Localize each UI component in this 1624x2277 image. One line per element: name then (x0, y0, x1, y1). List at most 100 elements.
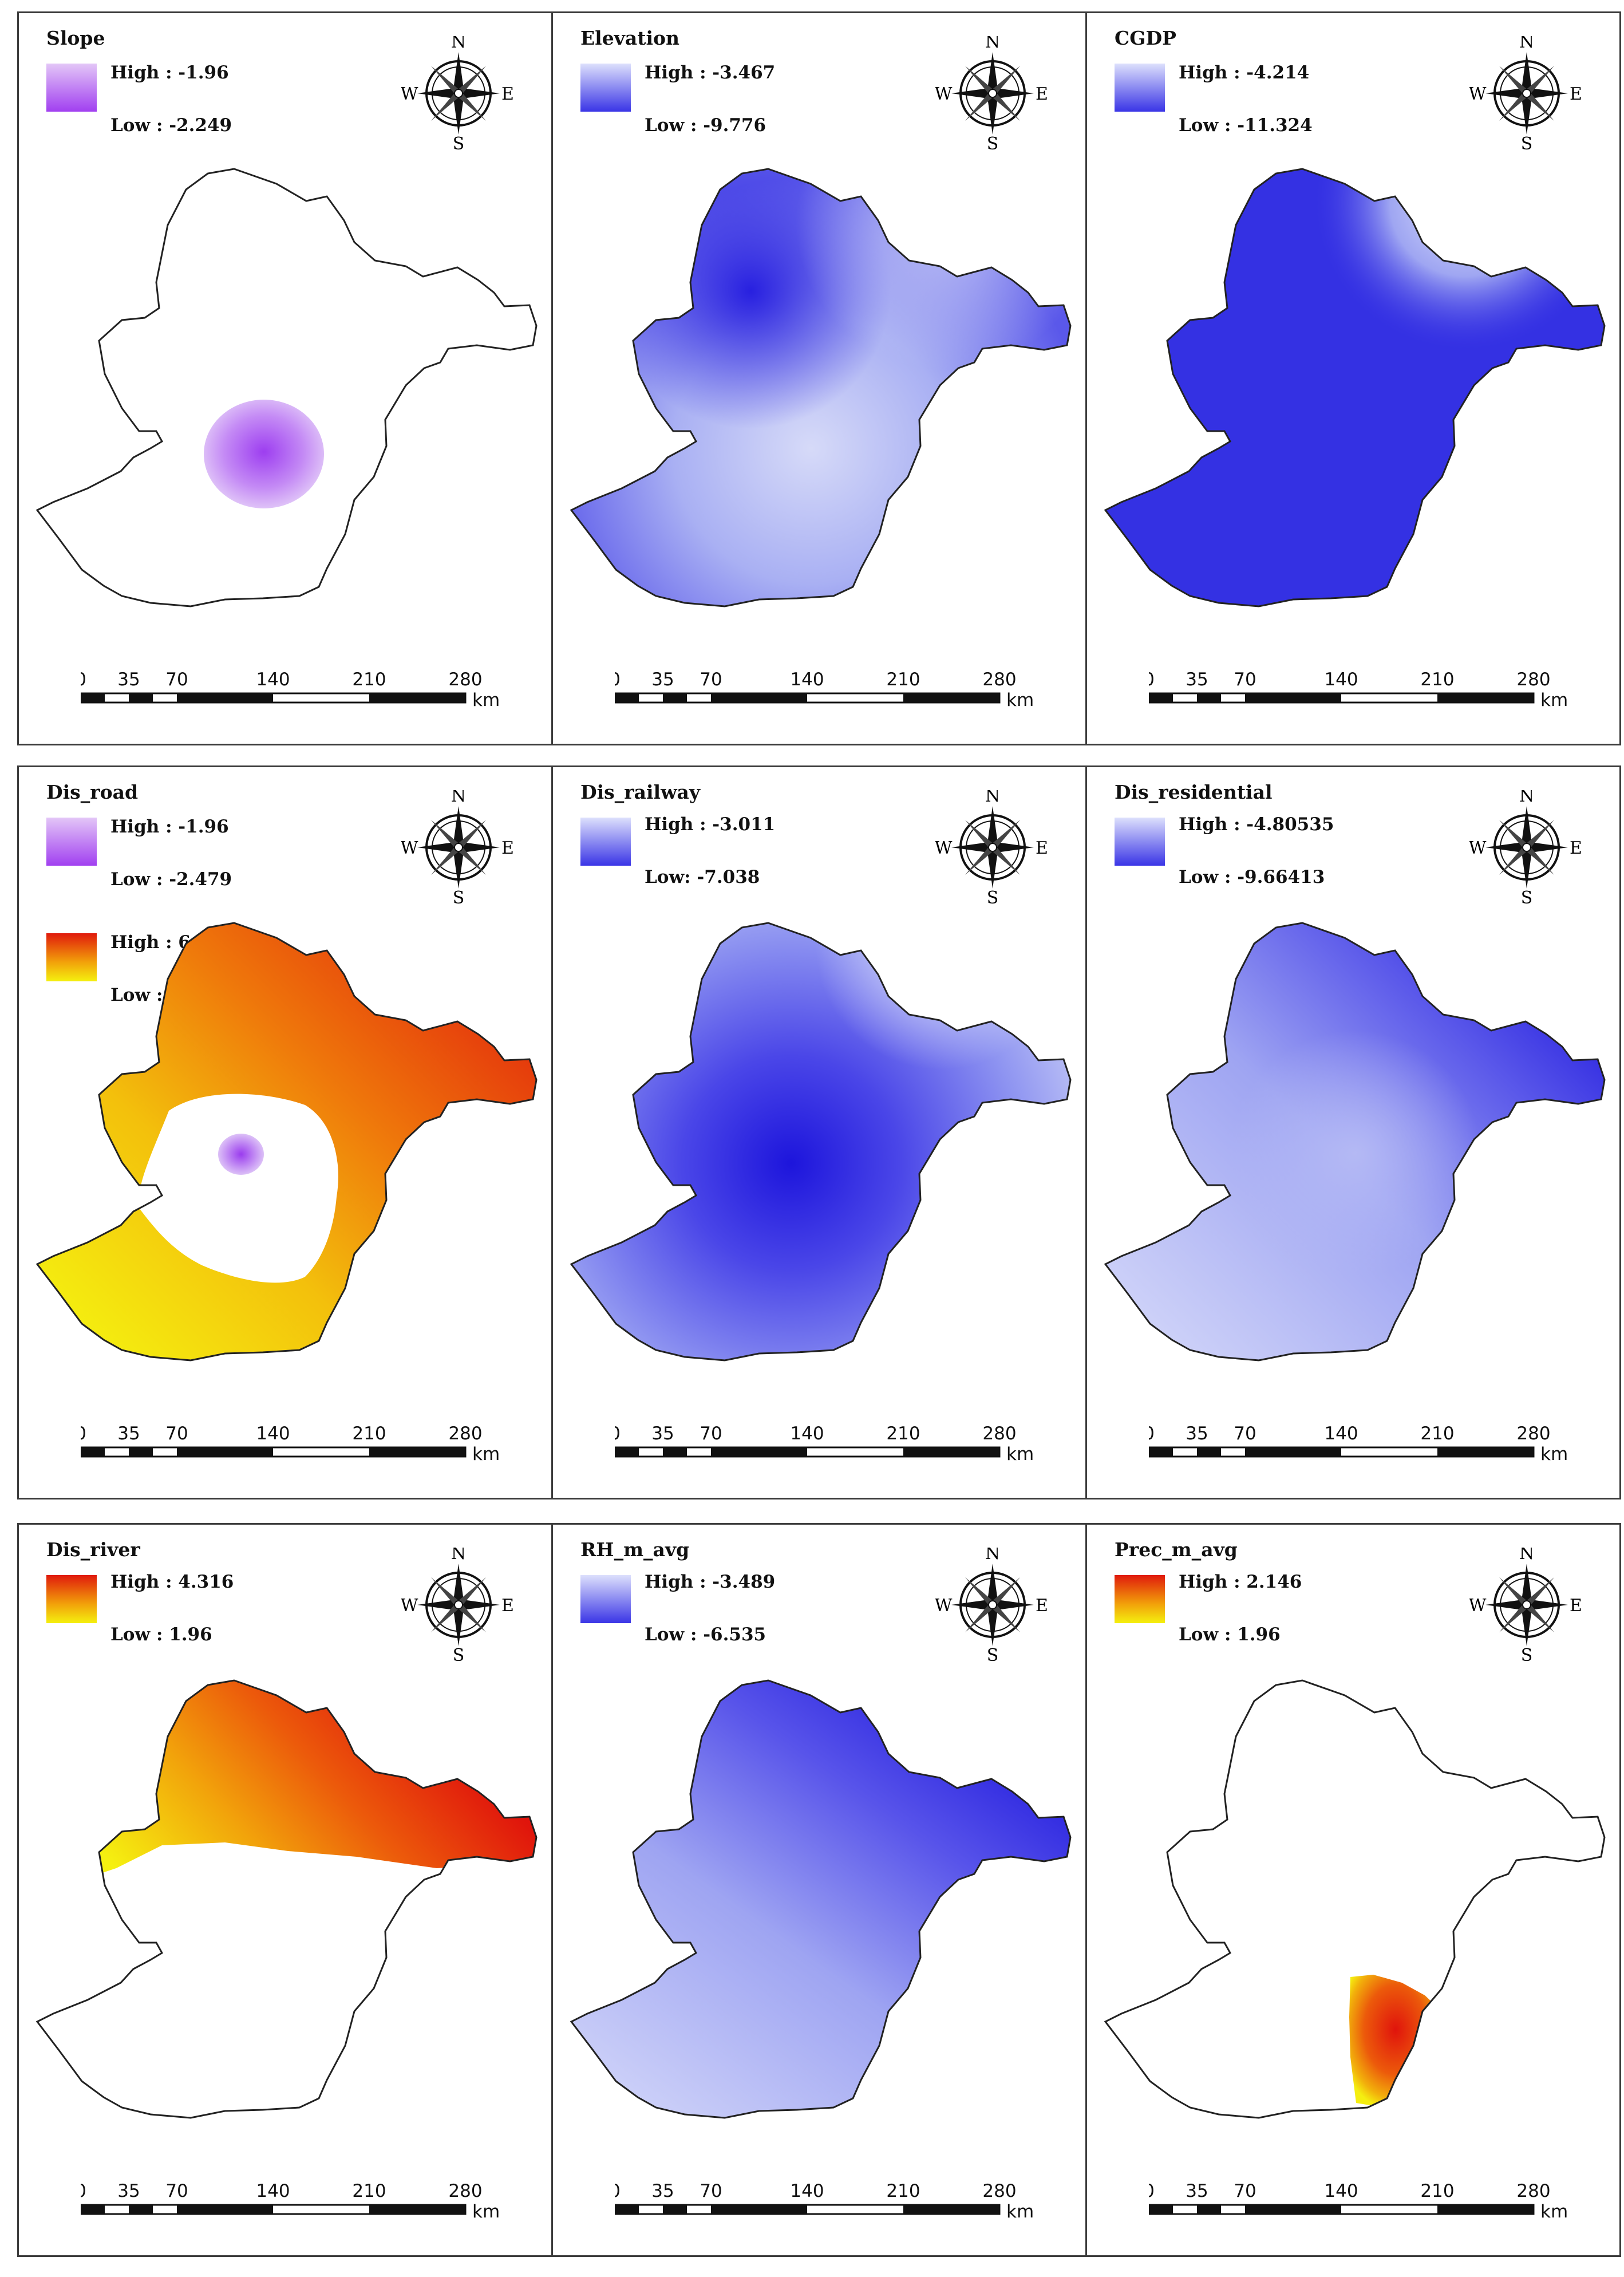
compass-w: W (935, 838, 953, 858)
scale-tick-140: 140 (790, 1423, 824, 1444)
north-arrow-compass-icon: N S E W (1469, 36, 1582, 151)
scale-tick-70: 70 (165, 1423, 188, 1444)
panel-title: Prec_m_avg (1115, 1538, 1238, 1561)
north-arrow-compass-icon: N S E W (401, 1548, 514, 1662)
panel-title: Slope (46, 27, 105, 49)
legend-high-label: High : -3.467 (645, 62, 776, 83)
scale-tick-35: 35 (1186, 1423, 1208, 1444)
legend-low-label: Low : -2.249 (110, 115, 232, 136)
scale-tick-210: 210 (352, 669, 386, 690)
scale-tick-140: 140 (256, 669, 290, 690)
compass-e: E (1570, 838, 1582, 858)
map-region (570, 1679, 1072, 2119)
compass-n: N (451, 36, 466, 52)
hotspot-area (1349, 1975, 1442, 2106)
scale-tick-70: 70 (1234, 2181, 1256, 2201)
color-ramp-swatch (580, 1575, 631, 1623)
legend-low-label: Low : -6.535 (645, 1624, 766, 1645)
compass-s: S (453, 1645, 465, 1662)
color-ramp-swatch (580, 64, 631, 112)
scale-tick-0: 0 (1149, 1423, 1155, 1444)
scale-tick-210: 210 (352, 2181, 386, 2201)
legend-low-label: Low : -2.479 (110, 869, 232, 890)
scale-tick-35: 35 (117, 669, 140, 690)
scale-tick-35: 35 (117, 2181, 140, 2201)
scale-unit: km (472, 1444, 500, 1465)
north-arrow-compass-icon: N S E W (935, 36, 1048, 151)
compass-w: W (1469, 1596, 1487, 1616)
scale-unit: km (1006, 2201, 1034, 2222)
compass-s: S (1521, 1645, 1533, 1662)
compass-e: E (501, 84, 514, 104)
panel-title: Dis_residential (1115, 781, 1273, 803)
map-panel-elevation: Elevation High : -3.467 Low : -9.776 N S… (551, 11, 1087, 745)
color-ramp-swatch (580, 818, 631, 866)
panel-title: Dis_road (46, 781, 139, 803)
compass-e: E (1036, 1596, 1048, 1616)
excluded-area (139, 1094, 338, 1283)
scale-tick-210: 210 (352, 1423, 386, 1444)
compass-s: S (1521, 134, 1533, 151)
scale-tick-35: 35 (1186, 2181, 1208, 2201)
compass-n: N (1519, 790, 1534, 806)
legend-high-label: High : -3.011 (645, 814, 776, 835)
legend-high-label: High : -4.214 (1179, 62, 1310, 83)
compass-n: N (1519, 36, 1534, 52)
scale-unit: km (1006, 1444, 1034, 1465)
scale-tick-210: 210 (1420, 669, 1454, 690)
legend-low-label: Low : -9.776 (645, 115, 766, 136)
compass-n: N (1519, 1548, 1534, 1564)
scale-bar: 0 35 70 140 210 280 km (615, 2181, 1034, 2222)
scale-tick-0: 0 (81, 1423, 86, 1444)
scale-tick-280: 280 (448, 2181, 482, 2201)
scale-tick-210: 210 (886, 1423, 920, 1444)
scale-tick-70: 70 (700, 669, 722, 690)
legend-low-label: Low : 1.96 (1179, 1624, 1281, 1645)
hotspot-area (218, 1134, 264, 1175)
map-region (1104, 922, 1606, 1362)
color-ramp-swatch (1115, 1575, 1165, 1623)
scale-tick-140: 140 (256, 2181, 290, 2201)
scale-bar: 0 35 70 140 210 280 km (615, 669, 1034, 711)
scale-tick-70: 70 (700, 2181, 722, 2201)
north-arrow-compass-icon: N S E W (401, 790, 514, 905)
legend-high-label: High : -1.96 (110, 816, 229, 837)
compass-s: S (1521, 888, 1533, 905)
scale-tick-140: 140 (790, 669, 824, 690)
scale-tick-70: 70 (1234, 1423, 1256, 1444)
scale-tick-140: 140 (1324, 2181, 1358, 2201)
scale-tick-0: 0 (81, 2181, 86, 2201)
compass-s: S (453, 888, 465, 905)
scale-bar: 0 35 70 140 210 280 km (81, 2181, 500, 2222)
scale-tick-70: 70 (165, 669, 188, 690)
compass-s: S (453, 134, 465, 151)
north-arrow-compass-icon: N S E W (935, 1548, 1048, 1662)
scale-unit: km (1540, 1444, 1568, 1465)
scale-tick-35: 35 (1186, 669, 1208, 690)
legend-high-label: High : 4.316 (110, 1572, 234, 1592)
scale-tick-280: 280 (1516, 1423, 1550, 1444)
map-panel-dis-road: Dis_road High : -1.96 Low : -2.479 High … (17, 765, 553, 1499)
legend-high-label: High : 2.146 (1179, 1572, 1302, 1592)
legend-low-label: Low : -11.324 (1179, 115, 1313, 136)
scale-tick-140: 140 (1324, 669, 1358, 690)
scale-unit: km (1540, 690, 1568, 711)
scale-tick-280: 280 (448, 669, 482, 690)
compass-w: W (1469, 84, 1487, 104)
compass-n: N (451, 790, 466, 806)
compass-s: S (987, 1645, 999, 1662)
scale-tick-210: 210 (886, 2181, 920, 2201)
scale-tick-70: 70 (1234, 669, 1256, 690)
panel-title: Elevation (580, 27, 680, 49)
scale-bar: 0 35 70 140 210 280 km (81, 1423, 500, 1465)
scale-tick-35: 35 (651, 2181, 674, 2201)
legend-low-label: Low : -9.66413 (1179, 867, 1325, 887)
compass-e: E (501, 838, 514, 858)
north-arrow-compass-icon: N S E W (1469, 790, 1582, 905)
compass-w: W (935, 84, 953, 104)
map-panel-prec-m-avg: Prec_m_avg High : 2.146 Low : 1.96 N S E… (1085, 1523, 1621, 2257)
compass-e: E (1036, 84, 1048, 104)
scale-tick-280: 280 (982, 1423, 1016, 1444)
scale-tick-210: 210 (886, 669, 920, 690)
legend-high-label: High : -3.489 (645, 1572, 776, 1592)
